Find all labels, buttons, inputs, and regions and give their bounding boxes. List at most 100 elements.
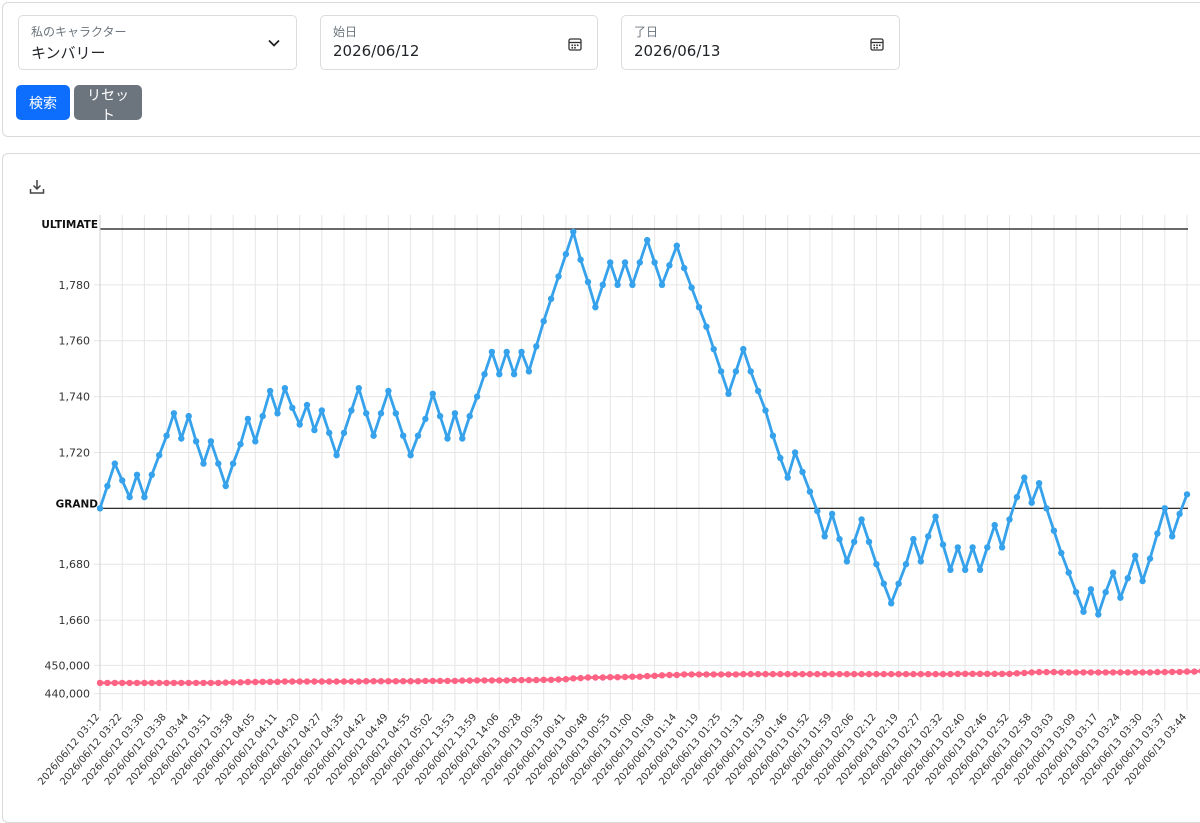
rating-data-point xyxy=(170,410,178,417)
points-data-point xyxy=(392,678,399,685)
points-data-point xyxy=(681,671,688,678)
rating-data-point xyxy=(888,600,895,607)
points-data-point xyxy=(607,674,614,681)
rating-data-point xyxy=(119,477,126,484)
rating-data-point xyxy=(355,385,362,392)
rating-data-point xyxy=(843,558,851,565)
rating-data-point xyxy=(925,533,932,540)
points-data-point xyxy=(1072,669,1080,676)
rating-data-point xyxy=(695,304,703,311)
points-data-point xyxy=(732,671,740,678)
rating-data-point xyxy=(784,474,791,481)
points-data-point xyxy=(1058,669,1065,676)
rating-data-point xyxy=(629,281,636,288)
rating-data-point xyxy=(976,566,984,573)
y2-tick-label: 450,000 xyxy=(45,659,91,672)
rating-data-point xyxy=(717,368,725,375)
rating-data-point xyxy=(237,440,244,448)
end-date-field[interactable]: 了日 2026/06/13 xyxy=(621,15,900,70)
points-data-point xyxy=(126,679,133,687)
rating-data-point xyxy=(969,544,976,551)
points-data-point xyxy=(481,677,488,684)
rating-data-point xyxy=(1154,530,1161,537)
points-data-point xyxy=(525,676,533,684)
search-button[interactable]: 検索 xyxy=(16,85,70,120)
rating-data-point xyxy=(229,460,237,467)
points-data-point xyxy=(1035,668,1043,676)
points-data-point xyxy=(222,679,229,686)
chevron-down-icon xyxy=(268,39,280,47)
points-data-point xyxy=(503,677,510,684)
reference-line-label: GRAND xyxy=(56,498,99,510)
rating-data-point xyxy=(754,387,762,395)
points-data-point xyxy=(976,670,984,677)
rating-data-point xyxy=(710,345,717,353)
rating-data-point xyxy=(503,348,510,356)
points-data-point xyxy=(518,676,525,684)
rating-data-point xyxy=(377,410,385,417)
points-data-point xyxy=(451,677,459,685)
rating-data-point xyxy=(496,371,503,378)
rating-data-point xyxy=(296,421,303,428)
rating-data-point xyxy=(688,284,695,291)
points-data-point xyxy=(1043,668,1050,676)
rating-data-point xyxy=(651,259,658,266)
rating-data-point xyxy=(363,410,370,417)
points-data-point xyxy=(1124,669,1132,676)
points-data-point xyxy=(562,676,570,683)
points-data-point xyxy=(584,674,592,681)
rating-data-point xyxy=(636,259,643,266)
start-date-field[interactable]: 始日 2026/06/12 xyxy=(320,15,598,70)
character-select[interactable]: 私のキャラクター キンバリー xyxy=(18,15,297,70)
rating-data-point xyxy=(451,410,459,417)
rating-data-point xyxy=(1072,588,1080,596)
points-data-point xyxy=(821,670,828,678)
points-data-point xyxy=(629,673,636,680)
rating-data-point xyxy=(947,566,954,573)
start-date-label: 始日 xyxy=(333,25,358,39)
rating-data-point xyxy=(673,242,680,249)
rating-data-point xyxy=(318,407,325,414)
points-data-point xyxy=(252,678,259,686)
calendar-icon[interactable] xyxy=(869,36,885,52)
points-data-point xyxy=(296,678,303,685)
points-data-point xyxy=(814,670,821,678)
rating-data-point xyxy=(954,544,961,551)
points-data-point xyxy=(1013,670,1021,677)
rating-data-point xyxy=(148,471,155,478)
rating-data-point xyxy=(791,449,799,456)
rating-data-point xyxy=(163,432,170,439)
rating-data-point xyxy=(1176,510,1183,518)
points-data-point xyxy=(570,675,577,682)
points-data-point xyxy=(828,670,836,678)
rating-data-point xyxy=(799,468,806,476)
points-data-point xyxy=(444,677,451,685)
reset-button[interactable]: リセット xyxy=(74,85,142,124)
points-data-point xyxy=(207,679,215,687)
points-data-point xyxy=(703,671,710,678)
rating-data-point xyxy=(681,264,688,272)
rating-data-point xyxy=(836,535,843,543)
rating-data-point xyxy=(392,410,399,417)
points-data-point xyxy=(333,678,340,685)
rating-data-point xyxy=(274,410,281,417)
points-data-point xyxy=(266,678,274,685)
points-data-point xyxy=(163,679,170,687)
y-tick-label: 1,780 xyxy=(59,279,91,292)
points-data-point xyxy=(666,671,673,679)
download-icon[interactable] xyxy=(28,178,46,196)
points-data-point xyxy=(717,671,725,678)
rating-data-point xyxy=(1117,594,1124,601)
reference-line-label: ULTIMATE xyxy=(41,219,98,231)
calendar-icon[interactable] xyxy=(567,36,583,52)
points-data-point xyxy=(555,676,562,683)
points-data-point xyxy=(902,670,910,678)
rating-data-point xyxy=(1058,549,1065,557)
points-data-point xyxy=(1117,669,1124,676)
rating-data-point xyxy=(1021,474,1028,481)
rating-data-point xyxy=(510,371,518,378)
rating-data-point xyxy=(814,507,821,515)
rating-data-point xyxy=(1109,569,1117,576)
points-data-point xyxy=(747,670,754,678)
points-data-point xyxy=(1183,668,1191,675)
